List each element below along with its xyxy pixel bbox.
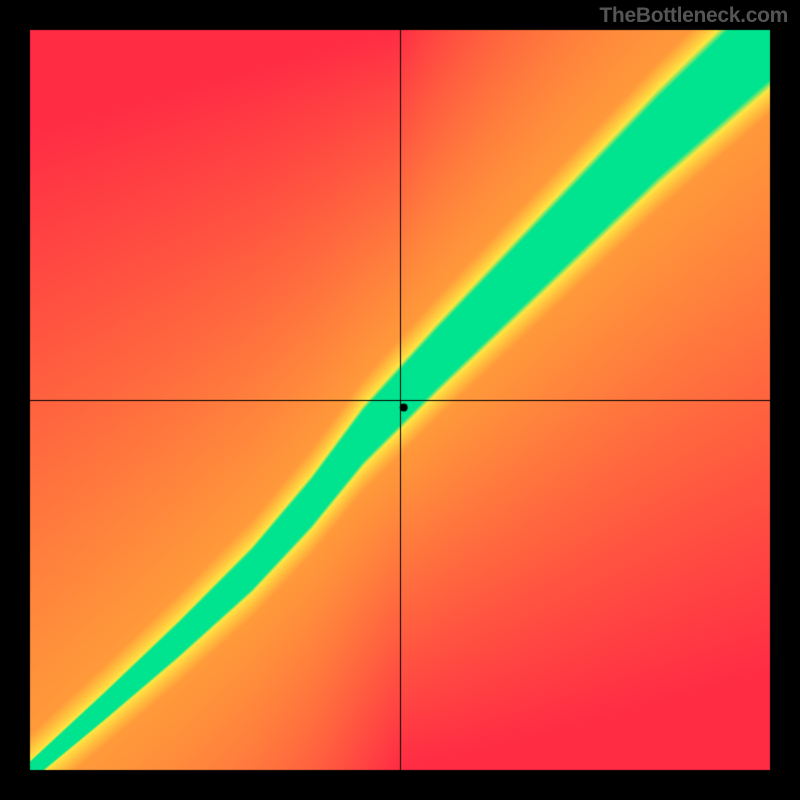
watermark-text: TheBottleneck.com [599,4,788,28]
heatmap-canvas [0,0,800,800]
chart-container: TheBottleneck.com [0,0,800,800]
